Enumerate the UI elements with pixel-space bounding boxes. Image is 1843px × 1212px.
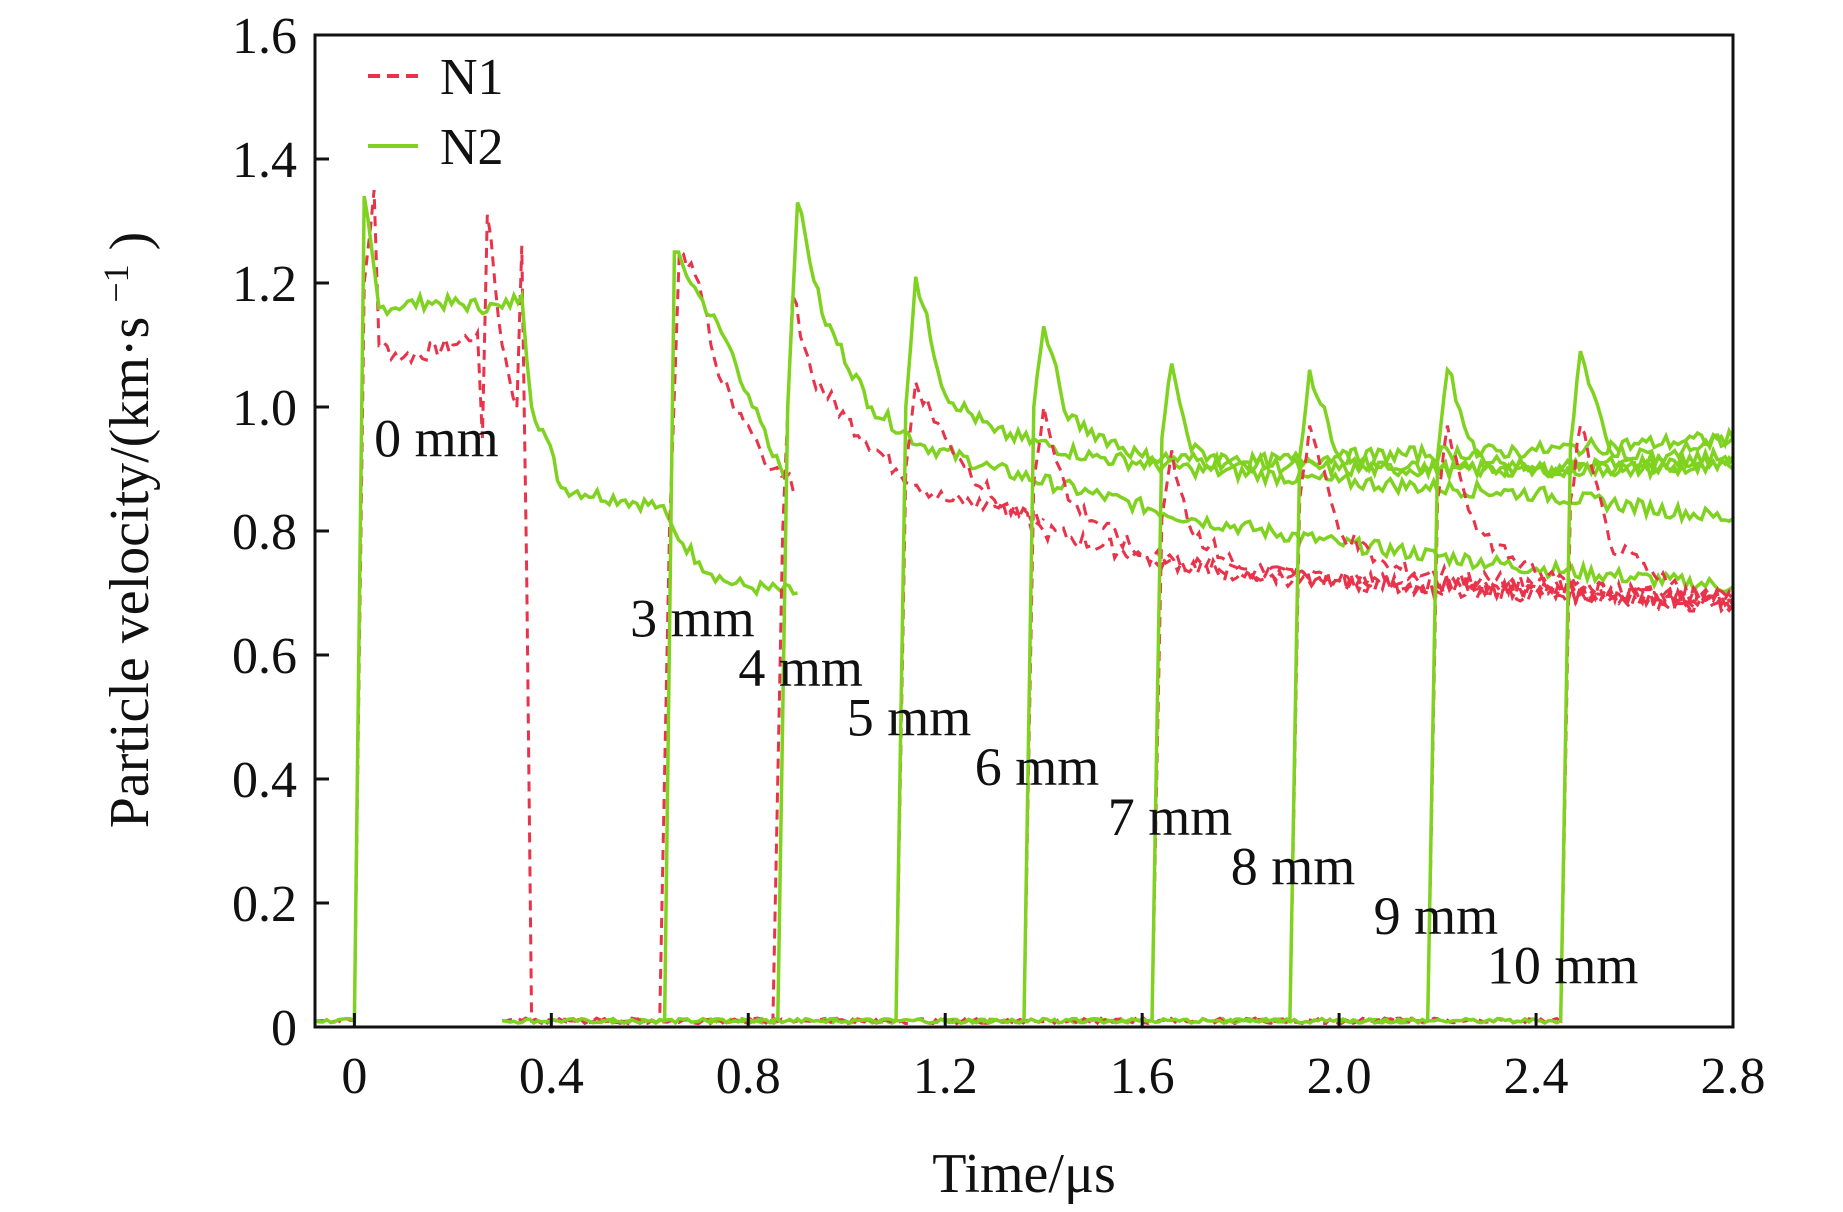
x-tick-label: 0 [341, 1048, 367, 1105]
y-tick-label: 0.4 [232, 752, 297, 809]
gauge-distance-label: 8 mm [1231, 836, 1356, 896]
y-tick-label: 1.2 [232, 256, 297, 313]
x-axis-title: Time/μs [932, 1143, 1116, 1205]
series-n2-curve [821, 326, 1735, 1025]
y-axis-title-main: Particle velocity/(km·s [99, 317, 161, 829]
series-n2-curve [1067, 369, 1735, 1025]
legend-label-n2: N2 [440, 119, 504, 176]
ticks-layer: 0 0.4 0.8 1.2 1.6 2.0 2.4 2.8 0 0.2 0.4 0.6 0.8 1.0 1.… [232, 8, 1766, 1105]
gauge-distance-label: 9 mm [1374, 886, 1499, 946]
series-n1-curve [599, 294, 1045, 1026]
gauge-distance-label: 5 mm [847, 688, 972, 748]
y-tick-label: 1.0 [232, 380, 297, 437]
series-n1-curve [944, 450, 1735, 1026]
legend: N1 N2 [368, 49, 504, 176]
x-tick-label: 2.0 [1307, 1048, 1372, 1105]
series-n1-curve [1067, 425, 1734, 1026]
y-tick-label: 0 [271, 1000, 297, 1057]
series-n1-curve [698, 381, 1735, 1026]
y-tick-label: 0.6 [232, 628, 297, 685]
y-tick-label: 1.4 [232, 132, 297, 189]
gauge-distance-label: 7 mm [1108, 787, 1233, 847]
x-tick-label: 1.6 [1110, 1048, 1175, 1105]
series-n2-curve [314, 195, 798, 1025]
gauge-distance-label: 10 mm [1487, 936, 1639, 996]
plot-frame [313, 33, 1735, 1029]
gauge-distance-label: 4 mm [738, 638, 863, 698]
x-tick-label: 0.8 [716, 1048, 781, 1105]
y-axis-title: Particle velocity/(km·s −1 ) [79, 232, 161, 829]
y-tick-label: 0.8 [232, 504, 297, 561]
gauge-distance-label: 0 mm [374, 409, 499, 469]
series-n2-curve [1215, 365, 1735, 1026]
gauge-distance-label: 3 mm [630, 588, 755, 648]
series-n2-curve [1338, 350, 1735, 1026]
x-tick-label: 0.4 [519, 1048, 584, 1105]
x-tick-label: 1.2 [913, 1048, 978, 1105]
curves-layer [314, 189, 1735, 1026]
gauge-distance-label: 6 mm [975, 737, 1100, 797]
series-n2-curve [600, 201, 1735, 1026]
legend-label-n1: N1 [440, 49, 504, 106]
y-tick-label: 1.6 [232, 8, 297, 65]
x-tick-label: 2.8 [1701, 1048, 1766, 1105]
y-axis-title-unit-sup: −1 [96, 264, 136, 302]
y-tick-label: 0.2 [232, 876, 297, 933]
y-axis-title-close: ) [99, 232, 161, 251]
x-tick-label: 2.4 [1504, 1048, 1569, 1105]
